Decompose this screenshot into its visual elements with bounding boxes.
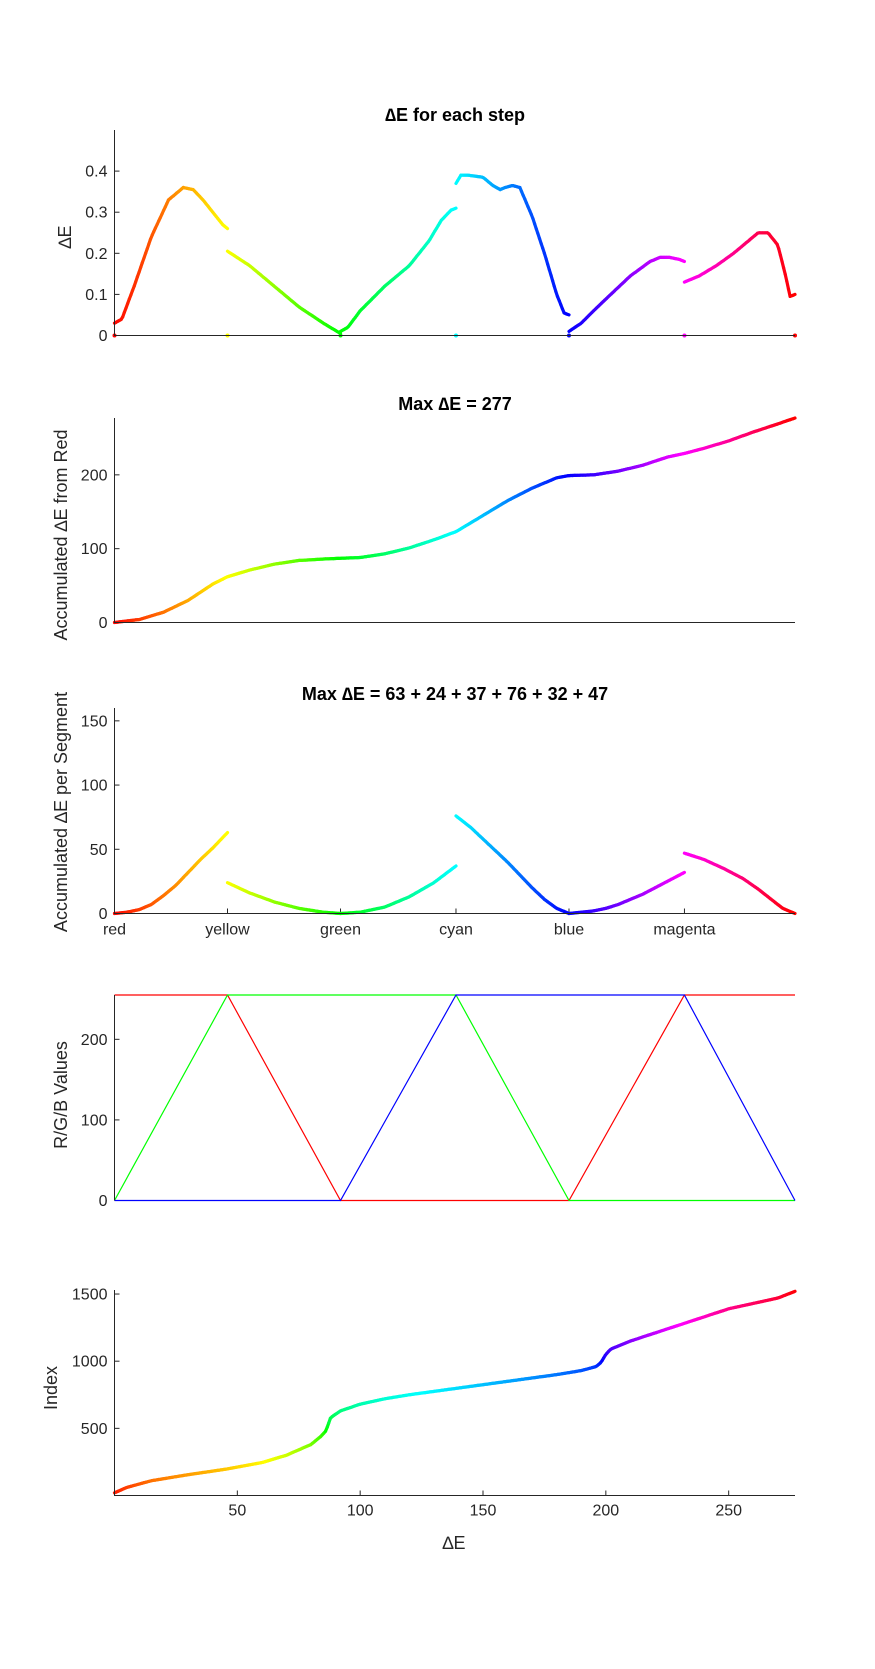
axis-lines-cumulative (114, 418, 795, 623)
plot-segment (112, 814, 797, 916)
ylabel-step: ∆E (55, 225, 75, 248)
ylabel-cumulative: Accumulated ∆E from Red (51, 429, 71, 640)
xtick-label: 50 (228, 1503, 246, 1520)
curve-segment (452, 206, 458, 211)
ytick-label: 100 (81, 778, 108, 795)
ytick-label: 0 (99, 1193, 108, 1210)
series-red-yellow (112, 185, 230, 325)
curve-segment (791, 416, 797, 421)
curve-segment (791, 292, 797, 297)
series-magenta-red (682, 851, 797, 916)
xtick-label: 200 (592, 1503, 619, 1520)
yticks-segment: 0 50 100 150 (81, 713, 120, 923)
xticks-index: 50 100 150 200 250 (228, 1490, 742, 1520)
ytick-label: 100 (81, 541, 108, 558)
xlabel-index: ∆E (442, 1533, 465, 1553)
ytick-label: 1000 (72, 1354, 108, 1371)
axes-rgb: R/G/B Values 0 100 200 (51, 994, 796, 1210)
ylabel-rgb: R/G/B Values (51, 1041, 71, 1149)
title-step: ∆E for each step (385, 105, 525, 125)
series-yellow-green (225, 881, 343, 916)
series-index (112, 1289, 797, 1495)
series-green-cyan (338, 206, 458, 333)
plot-cumulative (112, 416, 797, 625)
ytick-label: 0.3 (85, 205, 107, 222)
axes-step: ∆E for each step ∆E 0 0.1 0.2 0.3 0.4 (55, 105, 797, 345)
axis-lines-segment (114, 708, 795, 914)
series-blue-magenta (567, 255, 687, 333)
yticks-step: 0 0.1 0.2 0.3 0.4 (85, 164, 120, 345)
ytick-label: 100 (81, 1112, 108, 1129)
yticks-rgb: 0 100 200 (81, 1032, 120, 1210)
series-red-yellow (112, 830, 230, 916)
axis-lines-index (114, 1290, 795, 1496)
curve-segment (681, 870, 687, 875)
curve-segment (565, 312, 571, 317)
plot-step (112, 173, 797, 338)
ytick-label: 500 (81, 1421, 108, 1438)
xtick-category-label: blue (554, 922, 584, 939)
ytick-label: 0 (99, 615, 108, 632)
ytick-label: 1500 (72, 1287, 108, 1304)
xtick-label: 250 (715, 1503, 742, 1520)
series-cyan-blue (454, 814, 571, 916)
series-green-cyan (338, 864, 458, 916)
yticks-index: 500 1000 1500 (72, 1287, 120, 1438)
series-b (114, 994, 796, 1202)
series-blue-magenta (567, 870, 687, 916)
xticks-segment: red yellow green cyan blue magenta (103, 908, 716, 939)
yticks-cumulative: 0 100 200 (81, 467, 120, 632)
xtick-label: 150 (470, 1503, 497, 1520)
ytick-label: 50 (90, 842, 108, 859)
curve-segment (791, 1289, 797, 1294)
axes-segment: Max ∆E = 63 + 24 + 37 + 76 + 32 + 47 Acc… (51, 684, 797, 939)
axes-index: Index ∆E 500 1000 1500 50 100 150 200 250 (41, 1287, 797, 1553)
series-r (114, 994, 795, 1202)
curve-segment (337, 330, 343, 335)
xtick-category-label: yellow (205, 922, 250, 939)
ytick-label: 0.1 (85, 287, 107, 304)
curve-segment (224, 830, 230, 836)
plot-rgb (113, 994, 796, 1202)
series-accumulated (112, 416, 797, 625)
xtick-category-label: magenta (653, 922, 715, 939)
ytick-label: 200 (81, 467, 108, 484)
ytick-label: 0.2 (85, 246, 107, 263)
xtick-category-label: red (103, 922, 126, 939)
curve-segment (452, 864, 458, 869)
plot-index (112, 1289, 797, 1495)
xtick-category-label: cyan (439, 922, 473, 939)
axes-cumulative: Max ∆E = 277 Accumulated ∆E from Red 0 10… (51, 394, 797, 641)
ylabel-index: Index (41, 1366, 61, 1410)
xtick-label: 100 (347, 1503, 374, 1520)
ytick-label: 200 (81, 1032, 108, 1049)
ytick-label: 150 (81, 713, 108, 730)
series-cyan-blue (454, 173, 571, 317)
ytick-label: 0.4 (85, 164, 107, 181)
series-yellow-green (225, 249, 343, 335)
series-magenta-red (682, 231, 797, 298)
ytick-label: 0 (99, 328, 108, 345)
axis-lines-step (114, 130, 795, 336)
curve-segment (224, 225, 230, 231)
title-segment: Max ∆E = 63 + 24 + 37 + 76 + 32 + 47 (302, 684, 608, 704)
title-cumulative: Max ∆E = 277 (398, 394, 512, 414)
curve-segment (681, 259, 687, 264)
ylabel-segment: Accumulated ∆E per Segment (51, 692, 71, 932)
xtick-category-label: green (320, 922, 361, 939)
ytick-label: 0 (99, 906, 108, 923)
